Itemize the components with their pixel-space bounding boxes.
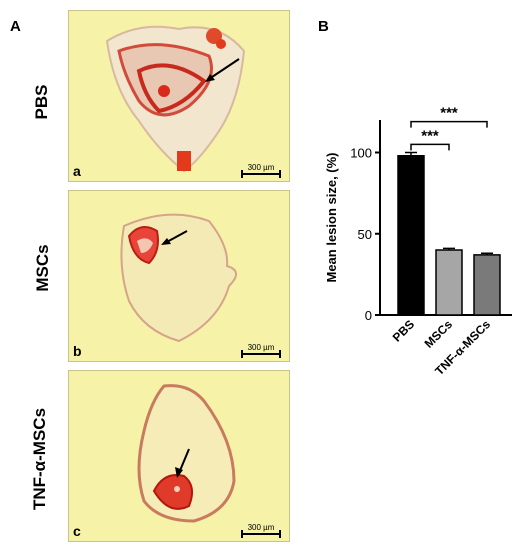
- tissue-section-pbs: [105, 25, 246, 173]
- significance-bracket-0: [410, 143, 450, 151]
- category-label-0: PBS: [390, 317, 417, 344]
- significance-label-1: ***: [440, 105, 458, 122]
- significance-bracket-1: [410, 120, 488, 128]
- tissue-section-mscs: [120, 213, 237, 343]
- micrograph-mscs: b 300 µm: [68, 190, 290, 362]
- scale-bar-a: 300 µm: [241, 163, 281, 178]
- sublabel-b: b: [73, 343, 82, 359]
- significance-label-0: ***: [421, 127, 439, 144]
- y-axis-label: Mean lesion size, (%): [324, 152, 339, 282]
- row-label-mscs: MSCs: [33, 244, 52, 292]
- scale-bar-b: 300 µm: [241, 343, 281, 358]
- y-tick-label-0: 0: [365, 308, 372, 323]
- scale-bar-c: 300 µm: [241, 523, 281, 538]
- sublabel-c: c: [73, 523, 81, 539]
- tissue-section-tnf-mscs: [137, 384, 236, 523]
- micrograph-tnf-mscs: c 300 µm: [68, 370, 290, 542]
- sublabel-a: a: [73, 163, 81, 179]
- bar-1: [435, 249, 463, 316]
- row-label-tnf-mscs: TNF-α-MSCs: [30, 407, 49, 511]
- y-tick-label-100: 100: [350, 146, 372, 161]
- micrograph-pbs: a 300 µm: [68, 10, 290, 182]
- y-tick-label-50: 50: [358, 227, 372, 242]
- category-label-1: MSCs: [422, 317, 456, 351]
- panel-label-b: B: [318, 18, 329, 35]
- panel-label-a: A: [10, 18, 21, 35]
- row-label-pbs: PBS: [32, 84, 51, 120]
- bar-2: [473, 254, 501, 316]
- bar-0: [397, 155, 425, 316]
